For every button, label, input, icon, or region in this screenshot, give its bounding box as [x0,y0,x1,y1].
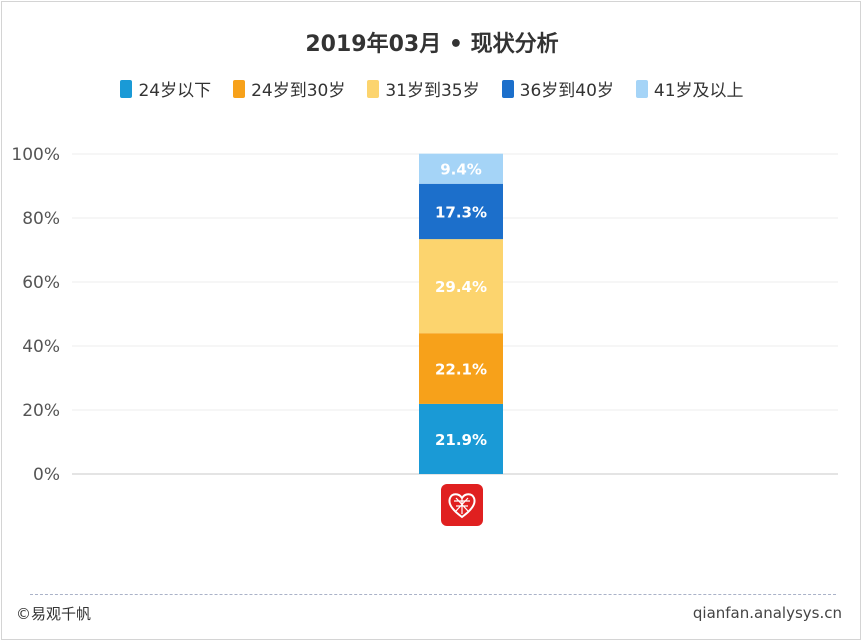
bar-segment-4 [419,153,503,184]
legend-item-4[interactable]: 41岁及以上 [635,76,744,101]
data-label-3: 17.3% [435,203,487,221]
bar-segment-3 [419,183,503,240]
footer-url[interactable]: qianfan.analysys.cn [692,604,842,622]
legend-item-3[interactable]: 36岁到40岁 [501,76,614,101]
data-label-1: 22.1% [435,361,487,379]
legend-swatch-1 [233,79,246,98]
chart-legend: 24岁以下 24岁到30岁 31岁到35岁 36岁到40岁 41岁及以上 [0,76,864,101]
bar-segment-1 [419,333,503,404]
footer-divider [30,594,836,595]
data-label-2: 29.4% [435,278,487,296]
legend-label-4: 41岁及以上 [653,81,744,101]
legend-swatch-2 [367,79,380,98]
data-label-0: 21.9% [435,431,487,449]
data-label-4: 9.4% [440,161,482,179]
legend-item-2[interactable]: 31岁到35岁 [367,76,480,101]
bar-segment-2 [419,239,503,334]
pinduoduo-heart-logo-icon [441,484,483,526]
y-tick-label-0: 0% [33,465,60,485]
legend-item-0[interactable]: 24岁以下 [120,76,211,101]
y-tick-label-5: 100% [11,145,60,165]
legend-swatch-3 [501,79,514,98]
legend-swatch-4 [635,79,648,98]
legend-label-2: 31岁到35岁 [385,81,480,101]
y-tick-label-1: 20% [22,401,60,421]
legend-label-0: 24岁以下 [138,81,212,101]
legend-item-1[interactable]: 24岁到30岁 [233,76,345,101]
footer-source: ©易观千帆 [16,605,92,623]
y-tick-label-3: 60% [22,273,60,293]
legend-label-1: 24岁到30岁 [251,81,346,101]
bar-segment-0 [419,403,503,474]
legend-label-3: 36岁到40岁 [519,81,614,101]
y-tick-label-2: 40% [22,337,60,357]
y-tick-label-4: 80% [22,209,60,229]
chart-title: 2019年03月 • 现状分析 [305,32,559,57]
legend-swatch-0 [120,79,133,98]
